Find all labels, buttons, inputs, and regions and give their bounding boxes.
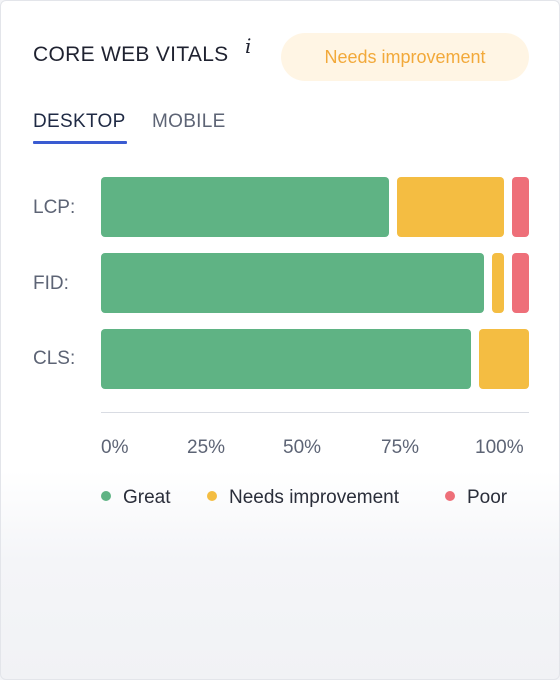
legend-dot-poor bbox=[445, 491, 455, 501]
bar-lcp-poor[interactable] bbox=[512, 177, 529, 237]
bar-fid-great[interactable] bbox=[101, 253, 484, 313]
legend-dot-needs-improvement bbox=[207, 491, 217, 501]
active-tab-indicator bbox=[33, 141, 127, 144]
bar-cls-needs-improvement[interactable] bbox=[479, 329, 529, 389]
row-label-cls: CLS: bbox=[33, 348, 76, 369]
legend-label-great: Great bbox=[123, 487, 171, 508]
legend-label-needs-improvement: Needs improvement bbox=[229, 487, 400, 508]
bar-fid-needs-improvement[interactable] bbox=[492, 253, 504, 313]
x-tick-75: 75% bbox=[381, 437, 420, 458]
legend-poor: Poor bbox=[445, 487, 507, 509]
legend-label-poor: Poor bbox=[467, 487, 508, 508]
x-axis-line bbox=[101, 412, 529, 413]
bar-lcp-needs-improvement[interactable] bbox=[397, 177, 504, 237]
status-badge: Needs improvement bbox=[281, 33, 529, 81]
x-tick-25: 25% bbox=[187, 437, 226, 458]
card-title: CORE WEB VITALS bbox=[33, 43, 229, 66]
legend-dot-great bbox=[101, 491, 111, 501]
tab-desktop[interactable]: DESKTOP bbox=[33, 111, 126, 132]
legend-great: Great bbox=[101, 487, 171, 509]
bar-cls-great[interactable] bbox=[101, 329, 471, 389]
bar-fid-poor[interactable] bbox=[512, 253, 529, 313]
x-tick-50: 50% bbox=[283, 437, 322, 458]
tab-mobile[interactable]: MOBILE bbox=[152, 111, 226, 132]
x-tick-100: 100% bbox=[475, 437, 524, 458]
x-tick-0: 0% bbox=[101, 437, 129, 458]
info-icon[interactable]: i bbox=[245, 34, 252, 58]
bar-lcp-great[interactable] bbox=[101, 177, 389, 237]
row-label-lcp: LCP: bbox=[33, 197, 76, 218]
legend-needs-improvement: Needs improvement bbox=[207, 487, 399, 509]
row-label-fid: FID: bbox=[33, 273, 69, 294]
